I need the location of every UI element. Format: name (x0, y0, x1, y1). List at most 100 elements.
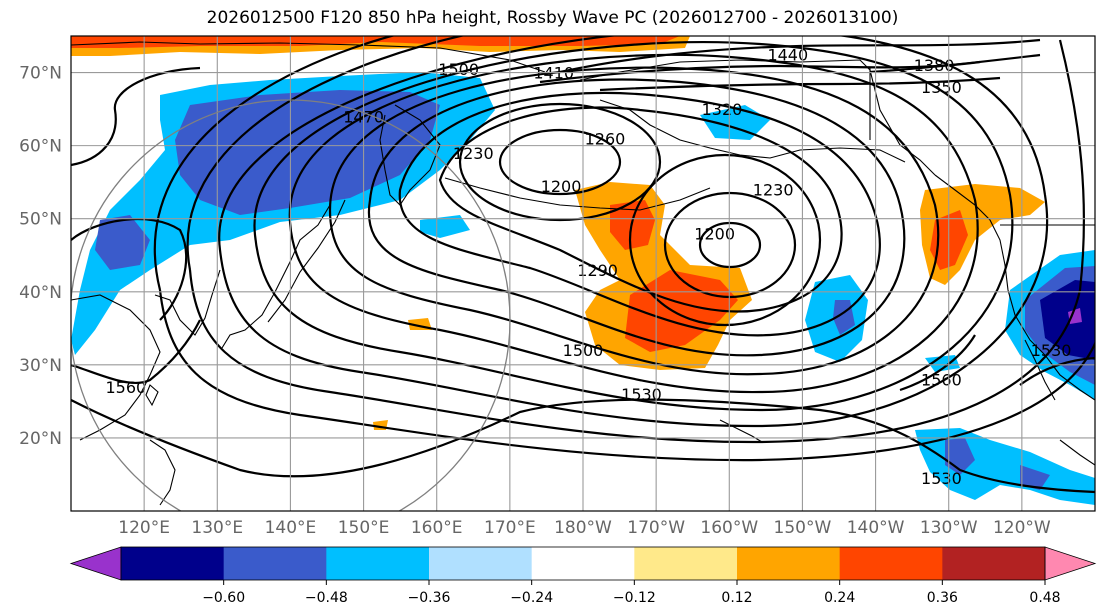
coastline-siberia (71, 41, 546, 73)
coastline-baja (1024, 339, 1056, 401)
svg-text:1440: 1440 (767, 45, 808, 64)
svg-text:1560: 1560 (921, 370, 962, 389)
contour-1200-dateline (498, 128, 622, 196)
lat-label: 70°N (19, 64, 62, 84)
lon-label: 130°W (920, 518, 978, 538)
contour-label: 1440 (767, 45, 808, 64)
height-contours (71, 36, 1095, 494)
contour-label: 1560 (921, 370, 962, 389)
svg-text:1380: 1380 (914, 56, 955, 75)
coastline-china (71, 294, 161, 441)
svg-text:1260: 1260 (585, 129, 626, 148)
contour-label: 1230 (453, 144, 494, 163)
contour-labels: 1500147014101440138013501320126012301200… (105, 45, 1072, 488)
svg-text:1230: 1230 (453, 144, 494, 163)
contour-label: 1530 (621, 385, 662, 404)
lon-label: 150°W (774, 518, 832, 538)
contour-label: 1230 (753, 180, 794, 199)
lon-label: 170°W (627, 518, 685, 538)
longitude-labels: 120°E 130°E 140°E 150°E 160°E 170°E 180°W 170°W… (118, 518, 1051, 538)
lat-label: 40°N (19, 283, 62, 303)
colorbar-tick-label: 0.36 (927, 590, 958, 604)
colorbar-bin (839, 547, 943, 580)
contour-1470 (186, 36, 1086, 444)
contour-1500 (153, 36, 1095, 462)
contour-1560-west (71, 319, 201, 385)
contour-low-160w-2 (663, 191, 797, 299)
map-frame (70, 35, 1096, 512)
contour-sw-1530 (1019, 356, 1095, 386)
contour-label: 1200 (694, 224, 735, 243)
lon-label: 160°W (700, 518, 758, 538)
contour-arctic-1350 (599, 76, 1001, 92)
colorbar-bin (634, 547, 738, 580)
colorbar-bin (326, 547, 430, 580)
contour-label: 1350 (921, 78, 962, 97)
contour-arctic-1440 (559, 38, 1041, 74)
svg-text:1530: 1530 (921, 469, 962, 488)
coastline-kamchatka (379, 104, 441, 206)
contour-northwest-loop (71, 66, 201, 167)
colorbar-extend-max (1044, 546, 1097, 581)
colorbar-bin (223, 547, 327, 580)
colorbar-bin (429, 547, 533, 580)
svg-text:1530: 1530 (1031, 341, 1072, 360)
contour-low-160w-inner (698, 221, 762, 269)
lat-label: 20°N (19, 429, 62, 449)
graticule (71, 36, 1095, 511)
contour-label: 1320 (702, 100, 743, 119)
contour-label: 1260 (585, 129, 626, 148)
lon-label: 140°E (265, 518, 317, 538)
coastline-korea (154, 269, 221, 336)
colorbar-tick-label: 0.12 (721, 590, 752, 604)
lat-label: 50°N (19, 210, 62, 230)
svg-text:1200: 1200 (541, 177, 582, 196)
coastline-mexico (1059, 439, 1095, 466)
coastline-aleutians (444, 177, 711, 211)
contour-west-edge (71, 218, 188, 321)
lon-label: 180°W (554, 518, 612, 538)
coastline-taiwan (145, 384, 159, 407)
colorbar-tick-label: −0.24 (510, 590, 553, 604)
latitude-labels: 70°N 60°N 50°N 40°N 30°N 20°N (19, 64, 62, 449)
reference-circle (71, 99, 511, 511)
lat-label: 30°N (19, 356, 62, 376)
colorbar-tick-label: −0.12 (613, 590, 656, 604)
lon-label: 120°E (118, 518, 170, 538)
contour-1320 (367, 78, 906, 357)
colorbar-tick-label: −0.36 (408, 590, 451, 604)
colorbar-tick-label: 0.48 (1029, 590, 1060, 604)
contour-label: 1380 (914, 56, 955, 75)
contour-low-160w-3 (628, 153, 822, 327)
lon-label: 150°E (338, 518, 390, 538)
svg-text:1500: 1500 (438, 60, 479, 79)
colorbar-bin (737, 547, 841, 580)
lon-label: 120°W (993, 518, 1051, 538)
contour-1530 (71, 398, 1095, 494)
coastline-philippines (149, 439, 176, 506)
contour-label: 1290 (577, 261, 618, 280)
figure-title: 2026012500 F120 850 hPa height, Rossby W… (206, 8, 899, 28)
lat-label: 60°N (19, 137, 62, 157)
svg-text:1560: 1560 (105, 378, 146, 397)
svg-text:1530: 1530 (621, 385, 662, 404)
colorbar-bin (121, 547, 225, 580)
lon-label: 170°E (484, 518, 536, 538)
map-panel: 1500147014101440138013501320126012301200… (71, 36, 1095, 511)
contour-1440 (218, 36, 1049, 428)
colorbar-bin (531, 547, 635, 580)
contour-label: 1200 (541, 177, 582, 196)
contour-label: 1500 (438, 60, 479, 79)
contour-1560-east (899, 334, 976, 392)
svg-text:1200: 1200 (694, 224, 735, 243)
contour-1380 (288, 53, 979, 394)
contour-arctic-1380 (869, 53, 1041, 74)
lon-label: 160°E (411, 518, 463, 538)
colorbar-bin (942, 547, 1046, 580)
contour-label: 1560 (105, 378, 146, 397)
colorbar-tick-label: 0.24 (824, 590, 855, 604)
svg-text:1290: 1290 (577, 261, 618, 280)
colorbar-extend-min (69, 546, 122, 581)
colorbar: −0.60 −0.48 −0.36 −0.24 −0.12 0.12 0.24 0.36 0.4… (69, 546, 1097, 604)
